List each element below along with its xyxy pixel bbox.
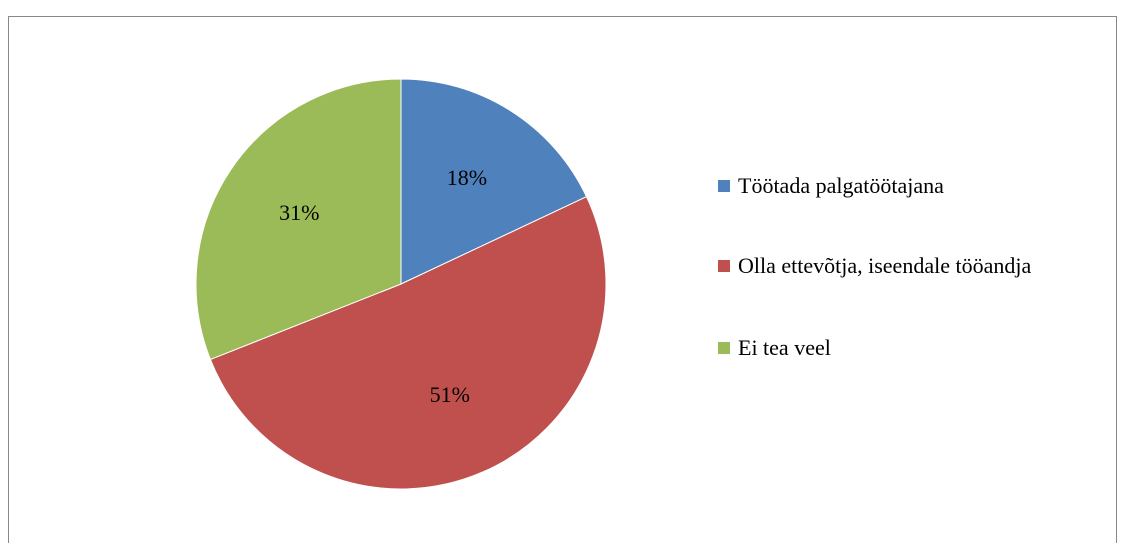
legend-swatch — [718, 180, 730, 192]
data-label: 31% — [279, 200, 319, 225]
pie-slice — [195, 78, 402, 361]
legend-item: Ei tea veel — [718, 332, 1038, 364]
legend-item: Olla ettevõtja, iseendale tööandja — [718, 250, 1038, 282]
pie-slice — [209, 196, 607, 490]
data-label: 51% — [430, 382, 470, 407]
legend-swatch — [718, 260, 730, 272]
legend-label: Ei tea veel — [738, 335, 831, 360]
legend-label: Töötada palgatöötajana — [738, 173, 944, 198]
pie-slice — [400, 78, 588, 285]
legend-swatch — [718, 342, 730, 354]
chart-frame — [8, 16, 1117, 543]
legend-label: Olla ettevõtja, iseendale tööandja — [738, 253, 1032, 278]
legend-item: Töötada palgatöötajana — [718, 170, 1038, 202]
data-label: 18% — [447, 165, 487, 190]
